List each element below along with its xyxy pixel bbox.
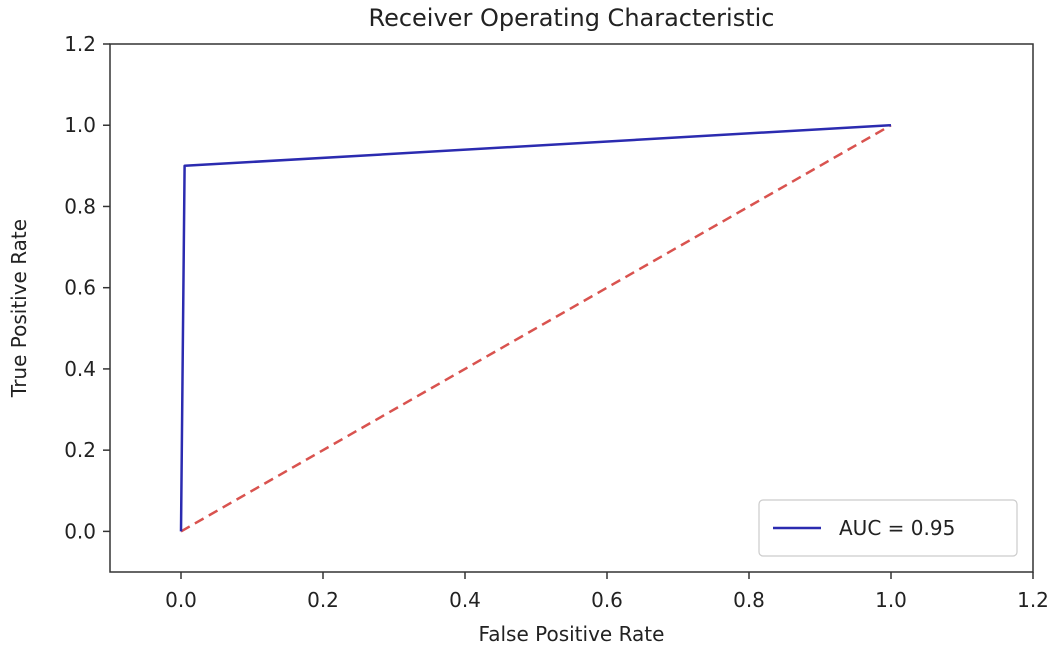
y-axis-ticks: 0.0 0.2 0.4 0.6 0.8 1.0 1.2 bbox=[64, 32, 110, 543]
legend-box bbox=[758, 499, 1018, 557]
y-tick-label: 0.4 bbox=[64, 357, 96, 381]
y-tick-label: 1.2 bbox=[64, 32, 96, 56]
series-layer bbox=[179, 123, 892, 533]
x-axis-label: False Positive Rate bbox=[479, 622, 665, 646]
x-tick-label: 0.4 bbox=[449, 588, 481, 612]
y-tick-label: 0.0 bbox=[64, 519, 96, 543]
legend: AUC = 0.95 bbox=[758, 499, 1018, 557]
x-tick-label: 0.6 bbox=[591, 588, 623, 612]
x-axis-ticks: 0.0 0.2 0.4 0.6 0.8 1.0 1.2 bbox=[165, 572, 1049, 612]
x-tick-label: 0.8 bbox=[733, 588, 765, 612]
x-tick-label: 0.2 bbox=[307, 588, 339, 612]
x-tick-label: 0.0 bbox=[165, 588, 197, 612]
plot-frame bbox=[109, 43, 1034, 573]
plot-area bbox=[109, 43, 1034, 573]
roc-curve-line bbox=[179, 123, 892, 532]
chart-title: Receiver Operating Characteristic bbox=[368, 4, 774, 32]
x-tick-label: 1.0 bbox=[875, 588, 907, 612]
y-tick-label: 0.6 bbox=[64, 276, 96, 300]
y-tick-label: 0.2 bbox=[64, 438, 96, 462]
y-tick-label: 1.0 bbox=[64, 113, 96, 137]
legend-label-auc: AUC = 0.95 bbox=[839, 516, 955, 540]
y-axis-label: True Positive Rate bbox=[7, 219, 31, 398]
y-tick-label: 0.8 bbox=[64, 194, 96, 218]
reference-diagonal-line bbox=[180, 124, 892, 533]
x-tick-label: 1.2 bbox=[1017, 588, 1049, 612]
